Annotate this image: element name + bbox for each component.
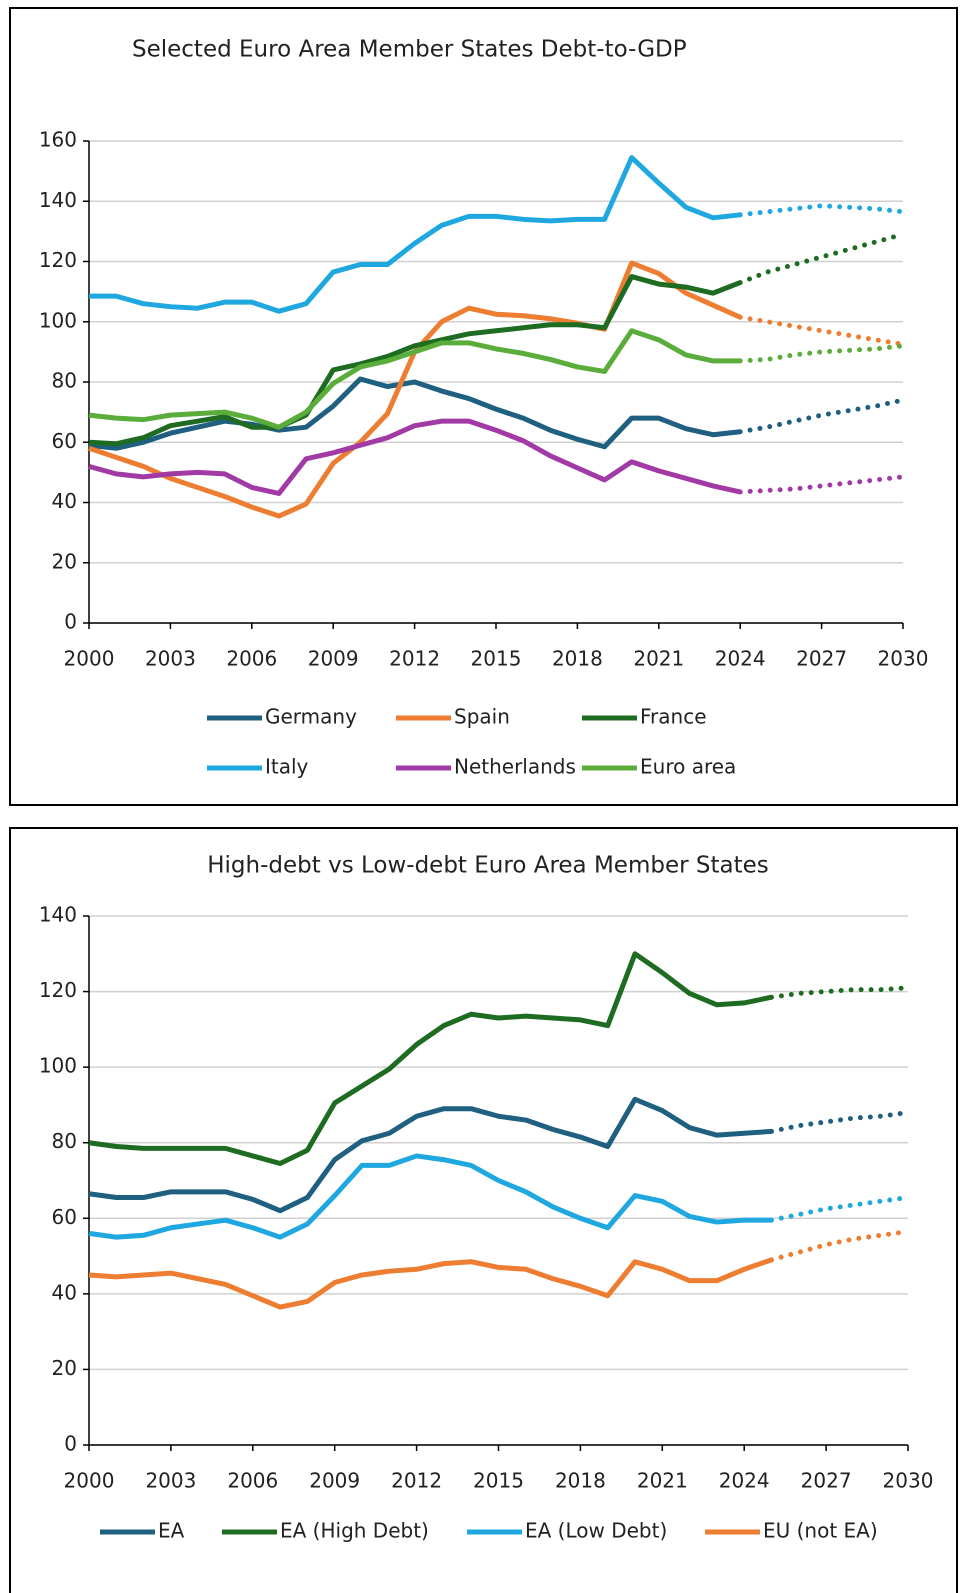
y-tick-label: 40 [52,1280,77,1304]
y-tick-label: 20 [52,549,77,573]
x-tick-label: 2015 [473,1469,524,1493]
legend-label: Spain [454,705,510,729]
y-tick-label: 120 [39,248,77,272]
projection-line [737,231,906,286]
x-tick-label: 2000 [64,647,115,671]
projection-line [769,985,911,1000]
legend-label: Euro area [640,755,736,779]
projection-line [769,1229,911,1263]
x-tick-label: 2030 [878,647,929,671]
projection-line [737,314,906,347]
legend-label: France [640,705,707,729]
legend-label: EA (High Debt) [280,1519,429,1543]
chart-title: High-debt vs Low-debt Euro Area Member S… [207,853,768,879]
y-tick-label: 40 [52,489,77,513]
series-line [88,260,742,519]
series-line [88,418,741,496]
y-tick-label: 60 [52,429,77,453]
x-tick-label: 2012 [389,647,440,671]
y-tick-label: 60 [52,1205,77,1229]
legend-label: Netherlands [454,755,576,779]
panel-border [9,827,958,1593]
x-tick-label: 2021 [637,1469,688,1493]
series-line [88,1153,772,1240]
x-tick-label: 2018 [555,1469,606,1493]
series-line [89,155,741,314]
x-tick-label: 2024 [715,647,766,671]
y-tick-label: 160 [39,128,77,152]
x-tick-label: 2003 [145,647,196,671]
x-tick-label: 2015 [471,647,522,671]
projection-line [737,203,906,218]
x-tick-label: 2024 [719,1469,770,1493]
series-line [88,1096,772,1214]
x-tick-label: 2000 [64,1469,115,1493]
y-tick-label: 80 [52,1129,77,1153]
projection-line [737,343,906,364]
x-tick-label: 2012 [391,1469,442,1493]
x-tick-label: 2009 [309,1469,360,1493]
projection-line [737,397,906,435]
projection-line [769,1195,911,1223]
projection-line [769,1109,911,1134]
x-tick-label: 2021 [633,647,684,671]
y-tick-label: 100 [39,1054,77,1078]
x-tick-label: 2003 [145,1469,196,1493]
y-tick-label: 0 [64,610,77,634]
legend-label: EA (Low Debt) [525,1519,667,1543]
chart-title: Selected Euro Area Member States Debt-to… [132,37,687,63]
y-tick-label: 20 [52,1356,77,1380]
projection-line [737,474,906,495]
y-tick-label: 140 [39,188,77,212]
x-tick-label: 2027 [801,1469,852,1493]
x-tick-label: 2006 [226,647,277,671]
y-tick-label: 0 [64,1432,77,1456]
series-line [88,951,773,1166]
legend-label: Germany [265,705,357,729]
y-tick-label: 100 [39,308,77,332]
y-tick-label: 80 [52,369,77,393]
x-tick-label: 2009 [308,647,359,671]
series-line [88,1257,773,1310]
legend-label: EU (not EA) [763,1519,878,1543]
legend-label: EA [158,1519,185,1543]
series-line [88,274,742,447]
y-tick-label: 120 [39,978,77,1002]
y-tick-label: 140 [39,903,77,927]
x-tick-label: 2030 [883,1469,934,1493]
series-line [88,328,741,430]
x-tick-label: 2027 [796,647,847,671]
x-tick-label: 2018 [552,647,603,671]
panel-border [9,7,958,806]
legend-label: Italy [265,755,309,779]
series-line [88,376,741,451]
x-tick-label: 2006 [227,1469,278,1493]
